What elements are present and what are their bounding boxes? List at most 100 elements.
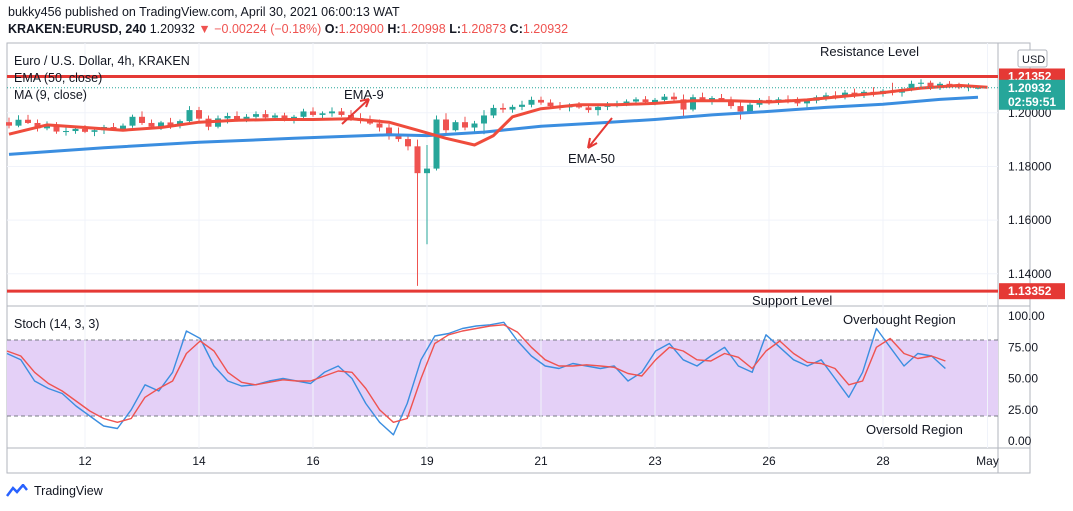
candle-body [908,83,915,90]
time-tick-label: 12 [78,454,92,468]
resistance-label: Resistance Level [820,44,919,59]
candle-body [747,104,753,112]
candle-body [300,111,307,117]
candle-body [452,122,459,131]
stoch-lines [6,321,946,436]
candle-body [72,128,79,132]
stoch-legend: Stoch (14, 3, 3) [14,317,99,331]
chart-frame [6,42,1031,474]
stoch-tick-label: 75.00 [1008,340,1038,354]
candle-body [927,82,934,88]
candle-body [424,168,430,174]
candle-body [528,99,535,105]
candle-body [376,123,383,128]
candle-body [547,102,554,107]
candle-body [633,99,639,102]
candle-body [224,115,231,119]
candle-body [975,87,981,89]
bar-countdown: 02:59:51 [1008,95,1056,109]
support-label: Support Level [752,293,832,308]
ema50-arrow [587,117,613,149]
candle-body [519,104,525,107]
candle-body [699,97,706,101]
candle-body [15,119,22,126]
ma-legend: MA (9, close) [14,88,87,102]
candle-body [25,119,31,123]
candle-body [642,99,649,103]
candle-body [6,122,12,126]
stoch-tick-label: 50.00 [1008,372,1038,386]
candle-body [652,99,658,103]
ema9-label: EMA-9 [344,87,384,102]
price-tick-label: 1.18000 [1008,159,1052,173]
candle-body [177,121,183,126]
candle-body [414,146,421,174]
tradingview-branding[interactable]: TradingView [6,484,103,498]
candle-body [186,110,193,122]
ema50-label: EMA-50 [568,151,615,166]
chart-area[interactable]: 1.140001.160001.180001.200000.0025.0050.… [0,0,1073,480]
high-value: 1.20998 [400,22,446,36]
candle-body [262,114,269,118]
candle-body [538,99,544,103]
open-label: O: [324,22,339,36]
candle-body [500,107,506,110]
tradingview-logo-icon [6,484,28,497]
candle-body [310,111,316,115]
price-tick-label: 1.14000 [1008,267,1052,281]
candle-body [329,111,335,114]
stoch-band [7,340,998,416]
candle-body [91,130,98,132]
candle-body [167,122,174,126]
series-title: Euro / U.S. Dollar, 4h, KRAKEN [14,54,190,68]
candle-body [490,107,497,116]
time-tick-label: 28 [876,454,890,468]
candle-body [63,131,69,133]
time-tick-label: 23 [648,454,662,468]
ema50-line [8,95,979,156]
moving-averages [8,83,988,156]
candle-body [433,119,440,169]
candle-body [405,139,411,147]
candle-body [576,105,582,108]
candle-body [471,123,478,128]
candle-body [851,92,858,95]
candle-body [158,122,164,127]
ema-legend: EMA (50, close) [14,71,102,85]
candle-body [671,96,677,100]
candle-body [82,128,88,132]
price-change: ▼ −0.00224 (−0.18%) [198,22,322,36]
candle-body [367,120,373,124]
candle-body [139,116,145,123]
candle-body [462,122,468,128]
candle-body [585,107,592,111]
current-price-tag [999,79,1065,110]
candle-body [443,119,449,131]
candle-body [53,124,60,132]
candle-body [690,97,696,110]
ma9-line [8,83,988,147]
current-price-value: 1.20932 [1008,81,1052,95]
stoch-tick-label: 25.00 [1008,403,1038,417]
currency-box[interactable] [1017,49,1048,68]
candle-body [386,127,392,135]
currency-label: USD [1022,54,1045,66]
open-value: 1.20900 [338,22,384,36]
low-label: L: [449,22,461,36]
candle-body [737,106,744,112]
candle-body [44,124,50,129]
time-tick-label: May [976,454,999,468]
support-tag-value: 1.13352 [1008,284,1052,298]
candle-body [272,115,278,118]
low-value: 1.20873 [461,22,507,36]
time-tick-label: 14 [192,454,206,468]
candles [6,79,981,286]
candle-body [728,99,734,107]
candle-body [718,98,725,100]
footer-brand: TradingView [34,484,103,498]
candle-body [120,125,126,130]
candle-body [129,116,136,126]
candle-body [234,115,240,120]
last-price: 1.20932 [149,22,195,36]
candle-body [509,106,516,110]
